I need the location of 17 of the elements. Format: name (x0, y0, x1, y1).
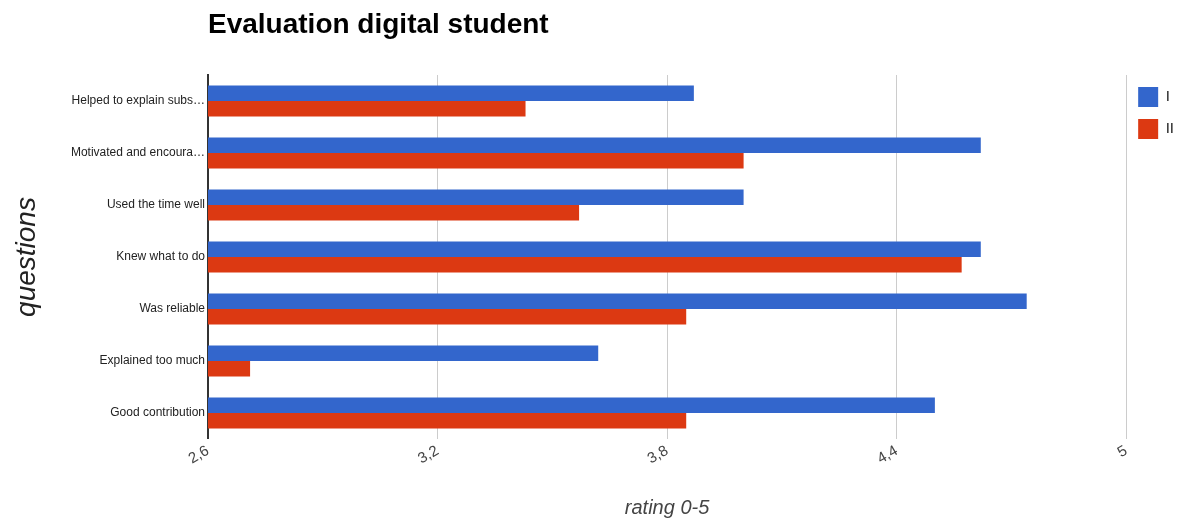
x-tick-label: 3,2 (414, 441, 442, 467)
x-tick-label: 4,4 (873, 441, 901, 467)
x-axis-title: rating 0-5 (624, 495, 711, 518)
y-tick-label: Good contribution (110, 405, 205, 420)
legend-label: II (1165, 119, 1175, 137)
y-tick-label: Knew what to do (116, 249, 206, 264)
chart-title: Evaluation digital student (208, 8, 549, 40)
y-axis-title: questions (9, 197, 41, 317)
x-tick-label: 2,6 (185, 441, 212, 467)
legend-label: I (1165, 87, 1170, 105)
x-tick-label: 3,8 (644, 441, 671, 467)
y-tick-label: Was reliable (139, 301, 206, 316)
y-tick-label: Motivated and encoura… (70, 145, 205, 160)
y-tick-label: Helped to explain subs… (71, 93, 205, 108)
y-tick-label: Used the time well (106, 197, 205, 212)
y-tick-label: Explained too much (99, 353, 205, 368)
x-tick-label: 5 (1114, 441, 1130, 461)
